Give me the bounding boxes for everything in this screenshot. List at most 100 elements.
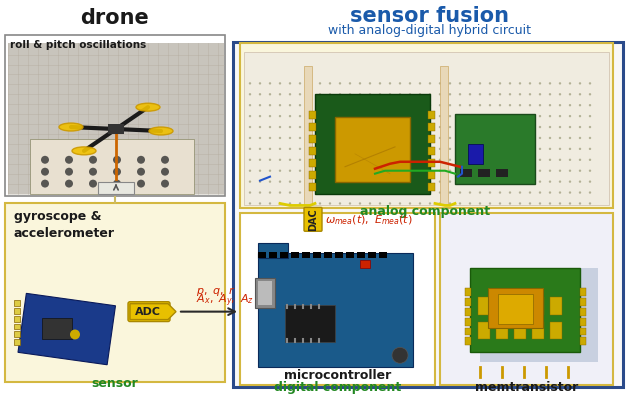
Circle shape xyxy=(409,202,411,204)
Circle shape xyxy=(469,137,471,139)
Circle shape xyxy=(399,148,401,150)
Bar xyxy=(460,169,472,177)
Circle shape xyxy=(479,191,481,194)
Circle shape xyxy=(439,170,441,172)
Bar xyxy=(14,308,20,314)
Circle shape xyxy=(249,180,251,183)
Circle shape xyxy=(389,202,391,204)
Circle shape xyxy=(579,148,581,150)
Circle shape xyxy=(569,202,571,204)
Circle shape xyxy=(469,148,471,150)
Circle shape xyxy=(539,126,541,128)
Circle shape xyxy=(369,137,371,139)
Circle shape xyxy=(259,137,261,139)
Circle shape xyxy=(379,115,381,117)
Circle shape xyxy=(289,148,291,150)
Circle shape xyxy=(419,180,421,183)
Circle shape xyxy=(329,137,331,139)
Text: $A_x,\ A_y,\ A_z$: $A_x,\ A_y,\ A_z$ xyxy=(196,292,254,308)
Circle shape xyxy=(559,93,561,95)
Circle shape xyxy=(419,93,421,95)
Circle shape xyxy=(279,158,281,161)
Circle shape xyxy=(479,170,481,172)
Circle shape xyxy=(589,180,591,183)
Circle shape xyxy=(579,93,581,95)
Circle shape xyxy=(449,126,451,128)
Circle shape xyxy=(509,202,511,204)
Bar xyxy=(465,308,471,316)
Circle shape xyxy=(279,180,281,183)
Circle shape xyxy=(389,115,391,117)
Circle shape xyxy=(548,158,551,161)
Circle shape xyxy=(279,104,281,106)
Bar xyxy=(470,268,580,352)
Circle shape xyxy=(499,170,501,172)
Circle shape xyxy=(89,156,97,164)
Circle shape xyxy=(579,104,581,106)
Circle shape xyxy=(369,158,371,161)
FancyBboxPatch shape xyxy=(128,302,170,322)
Text: memtransistor: memtransistor xyxy=(476,381,579,394)
Circle shape xyxy=(399,115,401,117)
Circle shape xyxy=(499,202,501,204)
Circle shape xyxy=(489,137,491,139)
Bar xyxy=(465,328,471,335)
Circle shape xyxy=(489,202,491,204)
Bar xyxy=(258,281,272,304)
Circle shape xyxy=(379,82,381,85)
Circle shape xyxy=(579,180,581,183)
Circle shape xyxy=(469,191,471,194)
Circle shape xyxy=(299,180,301,183)
Circle shape xyxy=(269,148,271,150)
Circle shape xyxy=(589,158,591,161)
Circle shape xyxy=(349,126,351,128)
Bar xyxy=(309,111,316,119)
Circle shape xyxy=(329,104,331,106)
Circle shape xyxy=(429,191,431,194)
Bar xyxy=(14,316,20,322)
Bar xyxy=(324,252,332,258)
Circle shape xyxy=(469,93,471,95)
Circle shape xyxy=(249,115,251,117)
Circle shape xyxy=(279,202,281,204)
Bar xyxy=(18,293,116,365)
Circle shape xyxy=(249,126,251,128)
Bar xyxy=(440,66,448,205)
Circle shape xyxy=(539,93,541,95)
Circle shape xyxy=(469,180,471,183)
Circle shape xyxy=(339,158,341,161)
Circle shape xyxy=(259,115,261,117)
Circle shape xyxy=(41,156,49,164)
Circle shape xyxy=(539,104,541,106)
Bar xyxy=(478,322,490,339)
Circle shape xyxy=(489,115,491,117)
Circle shape xyxy=(469,115,471,117)
Circle shape xyxy=(369,93,371,95)
Circle shape xyxy=(459,180,461,183)
Bar xyxy=(514,297,526,314)
Bar xyxy=(580,288,586,296)
Circle shape xyxy=(489,148,491,150)
Circle shape xyxy=(299,82,301,85)
Circle shape xyxy=(161,168,169,175)
Circle shape xyxy=(269,115,271,117)
FancyBboxPatch shape xyxy=(440,213,613,385)
Circle shape xyxy=(359,180,361,183)
Circle shape xyxy=(249,137,251,139)
Circle shape xyxy=(419,115,421,117)
Circle shape xyxy=(459,158,461,161)
Circle shape xyxy=(329,170,331,172)
Circle shape xyxy=(349,202,351,204)
Circle shape xyxy=(489,170,491,172)
Circle shape xyxy=(548,82,551,85)
Circle shape xyxy=(529,93,532,95)
Circle shape xyxy=(369,82,371,85)
Bar xyxy=(335,117,410,181)
Text: sensor fusion: sensor fusion xyxy=(350,6,509,26)
Circle shape xyxy=(429,202,431,204)
Bar xyxy=(478,297,490,314)
Circle shape xyxy=(289,115,291,117)
Bar xyxy=(428,159,435,167)
Polygon shape xyxy=(130,304,176,320)
Circle shape xyxy=(339,126,341,128)
